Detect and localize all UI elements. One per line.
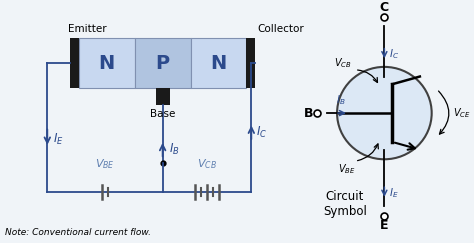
Text: P: P xyxy=(155,53,170,73)
Text: $I_E$: $I_E$ xyxy=(389,186,399,200)
Text: Circuit
Symbol: Circuit Symbol xyxy=(323,190,367,218)
Text: $I_C$: $I_C$ xyxy=(389,47,400,61)
Text: $I_E$: $I_E$ xyxy=(53,131,64,147)
Circle shape xyxy=(337,67,432,159)
Text: E: E xyxy=(380,219,389,232)
Bar xyxy=(156,88,170,105)
Text: $I_B$: $I_B$ xyxy=(169,142,179,157)
Text: $V_{CB}$: $V_{CB}$ xyxy=(334,56,352,70)
Text: Note: Conventional current flow.: Note: Conventional current flow. xyxy=(5,228,151,237)
Text: N: N xyxy=(99,53,115,73)
Text: $V_{CB}$: $V_{CB}$ xyxy=(197,157,217,171)
Bar xyxy=(79,38,135,88)
Text: $V_{BE}$: $V_{BE}$ xyxy=(338,162,356,176)
Text: $I_B$: $I_B$ xyxy=(336,94,346,107)
Bar xyxy=(246,38,255,88)
Text: $V_{CE}$: $V_{CE}$ xyxy=(453,106,471,120)
Text: $I_C$: $I_C$ xyxy=(256,125,267,140)
Text: N: N xyxy=(210,53,227,73)
Text: Base: Base xyxy=(150,109,175,119)
Bar xyxy=(191,38,246,88)
Text: C: C xyxy=(380,1,389,14)
Text: $V_{BE}$: $V_{BE}$ xyxy=(95,157,115,171)
Bar xyxy=(135,38,191,88)
Text: Emitter: Emitter xyxy=(68,24,107,34)
Text: Collector: Collector xyxy=(257,24,304,34)
Text: B: B xyxy=(304,107,313,120)
Bar xyxy=(70,38,79,88)
